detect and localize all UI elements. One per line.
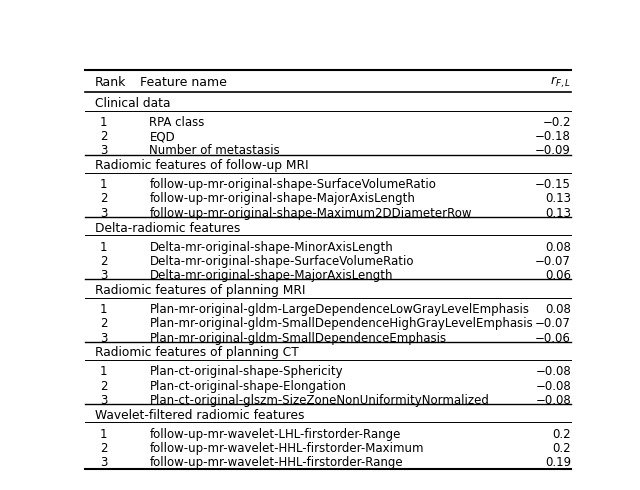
Text: −0.08: −0.08 [535,394,571,407]
Text: Plan-mr-original-gldm-SmallDependenceEmphasis: Plan-mr-original-gldm-SmallDependenceEmp… [150,332,447,344]
Text: 2: 2 [100,442,108,455]
Text: −0.15: −0.15 [535,178,571,191]
Text: Plan-ct-original-shape-Sphericity: Plan-ct-original-shape-Sphericity [150,365,343,378]
Text: Rank: Rank [95,76,126,89]
Text: follow-up-mr-wavelet-HHL-firstorder-Range: follow-up-mr-wavelet-HHL-firstorder-Rang… [150,456,403,469]
Text: Clinical data: Clinical data [95,97,170,110]
Text: 2: 2 [100,255,108,268]
Text: Delta-mr-original-shape-MajorAxisLength: Delta-mr-original-shape-MajorAxisLength [150,269,393,282]
Text: follow-up-mr-original-shape-Maximum2DDiameterRow: follow-up-mr-original-shape-Maximum2DDia… [150,207,472,220]
Text: Number of metastasis: Number of metastasis [150,145,280,157]
Text: 1: 1 [100,241,108,253]
Text: Delta-mr-original-shape-MinorAxisLength: Delta-mr-original-shape-MinorAxisLength [150,241,393,253]
Text: −0.07: −0.07 [535,255,571,268]
Text: Radiomic features of planning MRI: Radiomic features of planning MRI [95,284,305,297]
Text: follow-up-mr-wavelet-LHL-firstorder-Range: follow-up-mr-wavelet-LHL-firstorder-Rang… [150,428,401,441]
Text: −0.08: −0.08 [535,365,571,378]
Text: 0.2: 0.2 [552,428,571,441]
Text: 2: 2 [100,317,108,330]
Text: EQD: EQD [150,130,175,143]
Text: Radiomic features of follow-up MRI: Radiomic features of follow-up MRI [95,159,308,172]
Text: Delta-radiomic features: Delta-radiomic features [95,221,240,235]
Text: 3: 3 [100,456,108,469]
Text: −0.07: −0.07 [535,317,571,330]
Text: Radiomic features of planning CT: Radiomic features of planning CT [95,346,299,360]
Text: 2: 2 [100,130,108,143]
Text: 3: 3 [100,394,108,407]
Text: Plan-mr-original-gldm-LargeDependenceLowGrayLevelEmphasis: Plan-mr-original-gldm-LargeDependenceLow… [150,303,529,316]
Text: Plan-ct-original-glszm-SizeZoneNonUniformityNormalized: Plan-ct-original-glszm-SizeZoneNonUnifor… [150,394,490,407]
Text: 3: 3 [100,269,108,282]
Text: 1: 1 [100,116,108,129]
Text: 1: 1 [100,303,108,316]
Text: −0.2: −0.2 [543,116,571,129]
Text: −0.09: −0.09 [535,145,571,157]
Text: $r_{F,L}$: $r_{F,L}$ [550,74,571,90]
Text: 0.2: 0.2 [552,442,571,455]
Text: Plan-ct-original-shape-Elongation: Plan-ct-original-shape-Elongation [150,380,346,392]
Text: 0.06: 0.06 [545,269,571,282]
Text: Feature name: Feature name [140,76,227,89]
Text: −0.06: −0.06 [535,332,571,344]
Text: 2: 2 [100,380,108,392]
Text: 2: 2 [100,193,108,205]
Text: 0.08: 0.08 [545,241,571,253]
Text: follow-up-mr-original-shape-MajorAxisLength: follow-up-mr-original-shape-MajorAxisLen… [150,193,415,205]
Text: 3: 3 [100,145,108,157]
Text: Wavelet-filtered radiomic features: Wavelet-filtered radiomic features [95,409,305,422]
Text: 0.13: 0.13 [545,193,571,205]
Text: 0.08: 0.08 [545,303,571,316]
Text: 1: 1 [100,178,108,191]
Text: 3: 3 [100,332,108,344]
Text: 1: 1 [100,428,108,441]
Text: follow-up-mr-wavelet-HHL-firstorder-Maximum: follow-up-mr-wavelet-HHL-firstorder-Maxi… [150,442,424,455]
Text: RPA class: RPA class [150,116,205,129]
Text: −0.08: −0.08 [535,380,571,392]
Text: follow-up-mr-original-shape-SurfaceVolumeRatio: follow-up-mr-original-shape-SurfaceVolum… [150,178,436,191]
Text: 0.13: 0.13 [545,207,571,220]
Text: −0.18: −0.18 [535,130,571,143]
Text: Delta-mr-original-shape-SurfaceVolumeRatio: Delta-mr-original-shape-SurfaceVolumeRat… [150,255,414,268]
Text: Plan-mr-original-gldm-SmallDependenceHighGrayLevelEmphasis: Plan-mr-original-gldm-SmallDependenceHig… [150,317,533,330]
Text: 3: 3 [100,207,108,220]
Text: 0.19: 0.19 [545,456,571,469]
Text: 1: 1 [100,365,108,378]
